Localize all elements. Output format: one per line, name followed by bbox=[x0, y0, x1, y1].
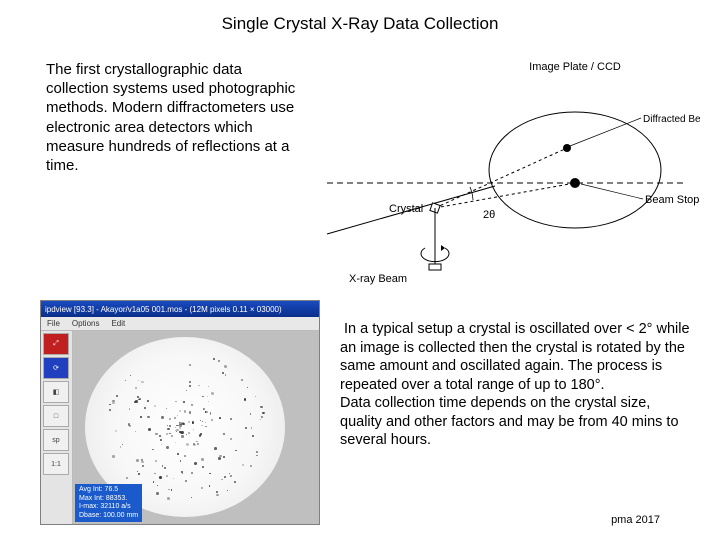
diffraction-software-screenshot: ipdview [93.3] - Akayor/v1a05 001.mos - … bbox=[40, 300, 320, 525]
menu-item: Options bbox=[72, 319, 100, 328]
tool-button: ⟳ bbox=[43, 357, 69, 379]
menu-item: File bbox=[47, 319, 60, 328]
detector-ellipse bbox=[489, 112, 661, 228]
label-crystal: Crystal bbox=[389, 203, 423, 215]
menu-item: Edit bbox=[111, 319, 125, 328]
label-beam-stop: Beam Stop bbox=[645, 194, 699, 206]
label-two-theta: 2θ bbox=[483, 209, 495, 221]
goniometer-icon bbox=[421, 208, 449, 270]
procedure-text-a: In a typical setup a crystal is oscillat… bbox=[340, 321, 690, 393]
diffraction-spot bbox=[563, 144, 571, 152]
label-image-plate: Image Plate / CCD bbox=[529, 61, 621, 73]
procedure-text-b: Data collection time depends on the crys… bbox=[340, 395, 679, 448]
tool-button: 1:1 bbox=[43, 453, 69, 475]
image-viewport: Avg Int: 76.5Max Int: 88353.I-max: 32110… bbox=[73, 331, 319, 524]
schematic-diagram: Image Plate / CCD Diffracted Beam & Spot… bbox=[305, 50, 700, 288]
label-xray-beam: X-ray Beam bbox=[349, 273, 407, 285]
window-titlebar: ipdview [93.3] - Akayor/v1a05 001.mos - … bbox=[41, 301, 319, 317]
beam-stop-pointer bbox=[581, 184, 643, 199]
attribution-text: pma 2017 bbox=[611, 514, 660, 526]
tool-button: □ bbox=[43, 405, 69, 427]
window-title-text: ipdview [93.3] - Akayor/v1a05 001.mos - … bbox=[45, 305, 282, 314]
tool-button: ◧ bbox=[43, 381, 69, 403]
tool-button: ⤢ bbox=[43, 333, 69, 355]
intro-paragraph: The first crystallographic data collecti… bbox=[46, 60, 306, 175]
diffracted-pointer bbox=[570, 118, 641, 146]
page-title: Single Crystal X-Ray Data Collection bbox=[0, 14, 720, 34]
procedure-paragraph: In a typical setup a crystal is oscillat… bbox=[340, 320, 690, 450]
tool-button: sp bbox=[43, 429, 69, 451]
label-diffracted: Diffracted Beam & Spot bbox=[643, 114, 700, 125]
window-menubar: File Options Edit bbox=[41, 317, 319, 331]
status-readout: Avg Int: 76.5Max Int: 88353.I-max: 32110… bbox=[75, 484, 142, 522]
tool-palette: ⤢⟳◧□sp1:1 bbox=[41, 331, 73, 524]
beam-stop-spot bbox=[570, 178, 580, 188]
